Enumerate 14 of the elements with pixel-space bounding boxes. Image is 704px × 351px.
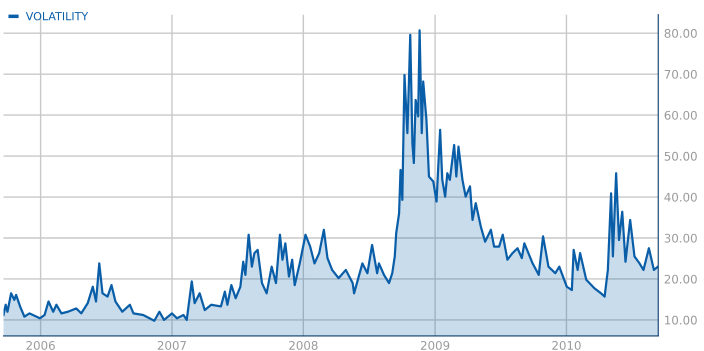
y-tick-label: 20.00 (664, 274, 697, 284)
y-tick-label: 10.00 (665, 316, 697, 325)
x-tick-label: 2010 (552, 340, 581, 350)
x-tick-label: 2008 (289, 340, 318, 350)
y-tick-label: 40.00 (664, 192, 697, 202)
x-tick-label: 2007 (158, 340, 186, 350)
legend-label: VOLATILITY (26, 12, 88, 20)
y-tick-label: 70.00 (664, 70, 697, 79)
x-tick-label: 2006 (26, 340, 55, 350)
y-tick-label: 50.00 (664, 152, 697, 161)
y-tick-label: 80.00 (664, 28, 697, 38)
y-tick-label: 30.00 (664, 234, 697, 243)
y-tick-label: 60.00 (664, 110, 697, 120)
x-tick-label: 2009 (420, 340, 450, 350)
